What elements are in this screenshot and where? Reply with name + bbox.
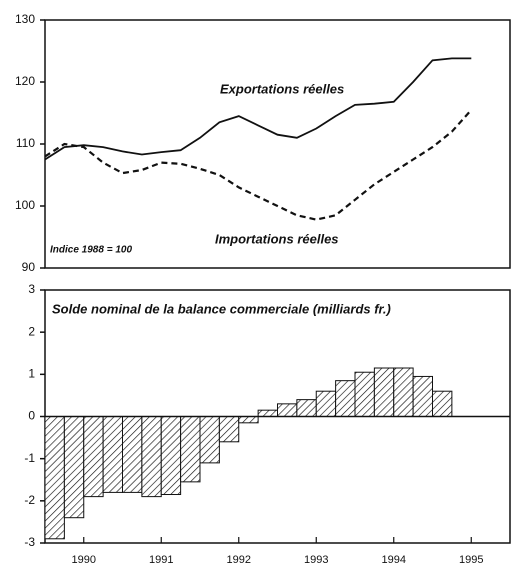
y-tick-label: 90 [22,260,36,274]
y-tick-label: 2 [28,324,35,338]
y-tick-label: 100 [15,198,35,212]
bar [315,390,337,418]
bar [432,390,453,418]
x-tick-label: 1990 [72,554,96,566]
x-tick-label: 1995 [459,554,483,566]
bar [83,416,104,498]
y-tick-label: -2 [24,493,35,507]
y-tick-label: -3 [24,535,35,549]
series-line [44,57,472,161]
bar [296,399,317,417]
bar [257,409,278,417]
bar [199,416,220,464]
import-label: Importations réelles [215,231,339,246]
bar [141,416,162,498]
x-tick-label: 1994 [382,554,406,566]
y-tick-label: 3 [28,282,35,296]
bar [44,416,65,540]
bar [238,416,259,424]
bar [180,416,201,483]
series-line [44,109,473,221]
bar [393,367,414,417]
x-tick-label: 1991 [149,554,173,566]
x-tick-label: 1993 [304,554,328,566]
bar [354,371,375,418]
y-tick-label: 1 [28,367,35,381]
x-tick-label: 1992 [227,554,251,566]
y-tick-label: -1 [24,451,35,465]
bar [102,416,123,493]
bar [412,375,433,418]
y-tick-label: 0 [28,409,35,423]
export-label: Exportations réelles [220,81,344,96]
y-tick-label: 110 [16,136,35,150]
bar [122,416,143,493]
y-tick-label: 120 [15,74,35,88]
bar [160,416,182,496]
y-tick-label: 130 [15,12,35,26]
bar [277,403,298,418]
bottom-title: Solde nominal de la balance commerciale … [52,301,391,316]
bar [63,416,85,519]
bar [373,367,395,417]
bar [218,416,240,443]
bar [335,380,356,417]
index-note: Indice 1988 = 100 [50,245,132,256]
